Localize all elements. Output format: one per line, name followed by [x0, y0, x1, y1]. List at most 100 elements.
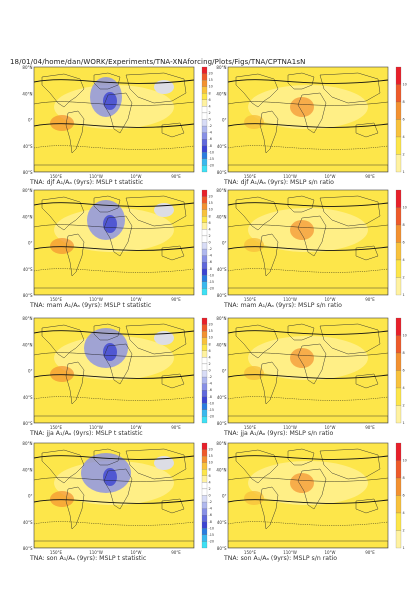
map-figure: 80°N 40°N 0° 40°S 80°S 150°E 110°W 10°W 90°E 10 8 6…	[216, 441, 406, 555]
colorbar-label: 10	[403, 334, 407, 338]
lat-tick-label: 80°S	[23, 421, 33, 426]
colorbar-swatch	[201, 541, 208, 549]
lon-tick-label: 10°W	[324, 174, 335, 179]
panel-caption: TNA: son A₁/Aₐ (9yrs): MSLP t statistic	[30, 555, 147, 562]
colorbar-label: -6	[209, 388, 212, 392]
colorbar-label: 20	[209, 448, 213, 452]
lon-tick-label: 110°W	[283, 550, 297, 555]
colorbar-swatch	[201, 145, 208, 153]
colorbar-swatch	[201, 112, 208, 120]
lat-tick-label: 0°	[222, 369, 227, 374]
colorbar-swatch	[201, 331, 208, 338]
lat-tick-label: 80°S	[23, 170, 33, 175]
colorbar-swatch	[201, 370, 208, 378]
colorbar-swatch	[201, 469, 208, 476]
colorbar-label: 4	[209, 355, 211, 359]
lat-tick-label: 40°S	[217, 267, 227, 272]
colorbar-swatch	[201, 242, 208, 250]
colorbar-label: -6	[209, 260, 212, 264]
colorbar-label: 8	[209, 467, 211, 471]
colorbar-label: 20	[209, 323, 213, 327]
colorbar-swatch	[201, 209, 208, 217]
lat-tick-label: 80°S	[23, 546, 33, 551]
colorbar-label: 15	[209, 329, 213, 333]
colorbar-label: 10	[209, 461, 213, 465]
lat-tick-label: 0°	[222, 241, 227, 246]
colorbar-label: 8	[403, 476, 405, 480]
colorbar-swatch	[201, 456, 208, 463]
lon-tick-label: 150°E	[50, 425, 63, 430]
colorbar-label: 4	[403, 511, 405, 515]
colorbar-label: 6	[209, 349, 211, 353]
colorbar-swatch	[395, 136, 402, 155]
panel-caption: TNA: djf A₁/Aₐ (9yrs): MSLP t statistic	[30, 179, 144, 186]
colorbar-label: 10	[403, 83, 407, 87]
colorbar-swatch	[201, 515, 208, 522]
colorbar-swatch	[395, 189, 402, 208]
lat-tick-label: 80°N	[22, 65, 32, 70]
colorbar-swatch	[201, 344, 208, 351]
lon-tick-label: 90°E	[365, 297, 375, 302]
colorbar-swatch	[201, 86, 208, 94]
lat-tick-label: 40°N	[216, 342, 226, 347]
colorbar-label: -2	[209, 500, 212, 504]
lon-tick-label: 110°W	[89, 550, 103, 555]
colorbar-label: -10	[209, 273, 215, 277]
colorbar-label: -20	[209, 163, 215, 167]
colorbar-swatch	[201, 396, 208, 404]
colorbar-label: 0	[209, 241, 211, 245]
colorbar-swatch	[395, 277, 402, 296]
lat-tick-label: 40°S	[23, 267, 33, 272]
map-panel: 80°N 40°N 0° 40°S 80°S 150°E 110°W 10°W 90°E 20 15…	[22, 315, 220, 440]
colorbar-swatch	[201, 165, 208, 173]
colorbar-label: 1	[403, 170, 405, 174]
panel-caption: TNA: djf A₁/Aₐ (9yrs): MSLP s/n ratio	[224, 179, 334, 186]
lon-tick-label: 150°E	[244, 550, 257, 555]
colorbar-swatch	[395, 352, 402, 371]
colorbar-label: -8	[209, 395, 212, 399]
colorbar-swatch	[201, 488, 208, 496]
colorbar-swatch	[201, 501, 208, 509]
map-panel: 80°N 40°N 0° 40°S 80°S 150°E 110°W 10°W 90°E 20 15…	[22, 187, 220, 312]
colorbar-swatch	[201, 390, 208, 397]
colorbar-label: -2	[209, 375, 212, 379]
colorbar-label: -10	[209, 526, 215, 530]
colorbar-swatch	[201, 508, 208, 516]
lon-tick-label: 110°W	[89, 297, 103, 302]
colorbar-swatch	[395, 530, 402, 549]
lat-tick-label: 0°	[222, 494, 227, 499]
lat-tick-label: 40°S	[23, 520, 33, 525]
lon-tick-label: 150°E	[244, 425, 257, 430]
colorbar-swatch	[201, 139, 208, 146]
colorbar-swatch	[201, 383, 208, 391]
colorbar-swatch	[395, 207, 402, 226]
lat-tick-label: 40°S	[23, 144, 33, 149]
colorbar-swatch	[201, 99, 208, 107]
colorbar-swatch	[201, 203, 208, 210]
lon-tick-label: 90°E	[171, 425, 181, 430]
colorbar-label: -2	[209, 247, 212, 251]
lon-tick-label: 10°W	[130, 297, 141, 302]
colorbar-swatch	[201, 409, 208, 417]
lon-tick-label: 110°W	[283, 174, 297, 179]
colorbar-label: 15	[209, 201, 213, 205]
colorbar-swatch	[395, 387, 402, 406]
lon-tick-label: 10°W	[130, 425, 141, 430]
map-panel: 80°N 40°N 0° 40°S 80°S 150°E 110°W 10°W 90°E 20 15…	[22, 64, 220, 189]
lat-tick-label: 80°N	[216, 441, 226, 446]
colorbar-label: -4	[209, 254, 212, 258]
lon-tick-label: 10°W	[324, 297, 335, 302]
lat-tick-label: 0°	[28, 241, 33, 246]
colorbar-label: 10	[209, 336, 213, 340]
colorbar-swatch	[201, 255, 208, 263]
lon-tick-label: 150°E	[244, 297, 257, 302]
lat-tick-label: 40°N	[22, 91, 32, 96]
colorbar-swatch	[201, 363, 208, 371]
colorbar-swatch	[201, 119, 208, 127]
colorbar-swatch	[201, 80, 208, 87]
colorbar-swatch	[395, 317, 402, 336]
colorbar-swatch	[201, 196, 208, 204]
colorbar-label: 4	[403, 386, 405, 390]
colorbar-swatch	[395, 460, 402, 479]
